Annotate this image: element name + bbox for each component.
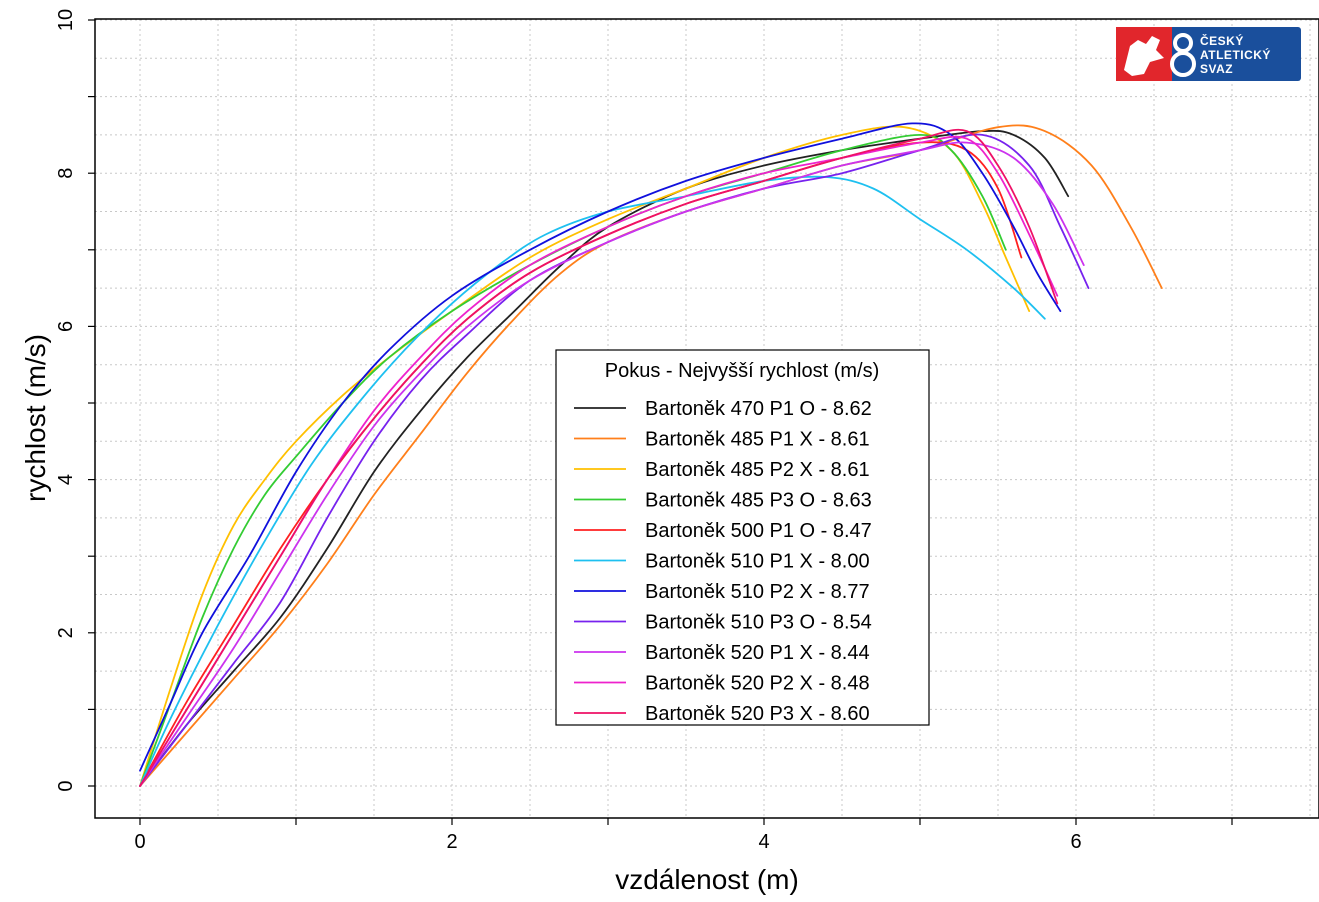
y-tick-label: 2: [55, 627, 77, 638]
legend-items: Bartoněk 470 P1 O - 8.62 Bartoněk 485 P1 …: [574, 398, 872, 725]
series-line-2: [139, 124, 1163, 787]
legend: Pokus - Nejvyšší rychlost (m/s) Bartoněk…: [555, 349, 930, 726]
legend-label-4: Bartoněk 485 P3 O - 8.63: [645, 490, 872, 512]
logo-text-line-3: SVAZ: [1200, 62, 1233, 76]
legend-label-10: Bartoněk 520 P2 X - 8.48: [645, 673, 870, 695]
series-line-6: [139, 175, 1046, 787]
legend-label-2: Bartoněk 485 P1 X - 8.61: [645, 429, 870, 451]
legend-label-11: Bartoněk 520 P3 X - 8.60: [645, 703, 870, 725]
legend-title: Pokus - Nejvyšší rychlost (m/s): [605, 360, 879, 382]
series-line-4: [139, 134, 1007, 787]
x-tick-label: 0: [134, 831, 145, 853]
eight-emblem-icon: [1170, 33, 1196, 77]
series-lines: [139, 122, 1163, 787]
series-line-7: [139, 122, 1062, 772]
x-axis-title: vzdálenost (m): [615, 864, 799, 895]
series-line-9: [139, 141, 1085, 787]
legend-box: [555, 349, 930, 726]
series-line-11: [139, 128, 1059, 787]
logo: ČESKÝ ATLETICKÝ SVAZ: [1116, 27, 1301, 81]
legend-label-8: Bartoněk 510 P3 O - 8.54: [645, 612, 872, 634]
logo-text-line-1: ČESKÝ: [1200, 33, 1244, 48]
logo-text-line-2: ATLETICKÝ: [1200, 47, 1271, 62]
axis-ticks: 0 2 4 6 0 2 4 6 8 10: [55, 9, 1233, 853]
y-tick-label: 6: [55, 321, 77, 332]
legend-label-9: Bartoněk 520 P1 X - 8.44: [645, 642, 870, 664]
x-tick-label: 6: [1070, 831, 1081, 853]
x-tick-label: 2: [446, 831, 457, 853]
y-tick-label: 4: [55, 474, 77, 485]
legend-label-5: Bartoněk 500 P1 O - 8.47: [645, 520, 872, 542]
lion-emblem-icon: [1124, 36, 1164, 76]
y-tick-label: 0: [55, 780, 77, 791]
x-tick-label: 4: [758, 831, 769, 853]
y-tick-label: 10: [55, 9, 77, 31]
legend-label-6: Bartoněk 510 P1 X - 8.00: [645, 551, 870, 573]
legend-label-1: Bartoněk 470 P1 O - 8.62: [645, 398, 872, 420]
y-axis-title: rychlost (m/s): [20, 334, 51, 502]
plot-frame: [94, 18, 1319, 819]
legend-label-3: Bartoněk 485 P2 X - 8.61: [645, 459, 870, 481]
legend-label-7: Bartoněk 510 P2 X - 8.77: [645, 581, 870, 603]
y-tick-label: 8: [55, 168, 77, 179]
